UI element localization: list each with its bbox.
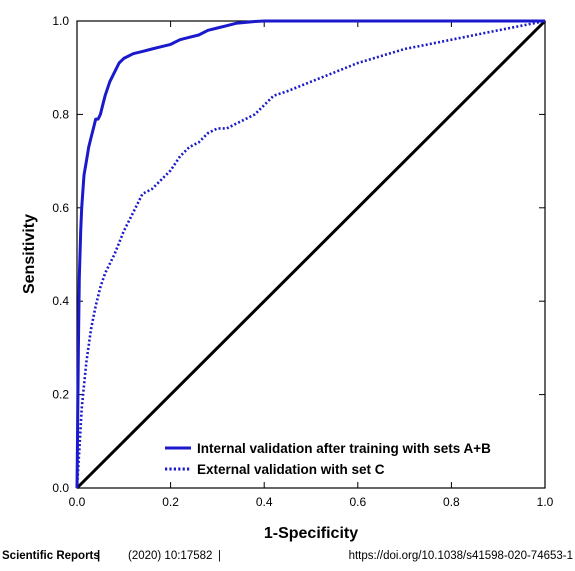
- axis-ticks: 0.0 0.2 0.4 0.6 0.8 1.0 0.0 0.2 0.4 0.6 0.8 1.0: [52, 14, 553, 509]
- y-tick-label: 1.0: [52, 14, 69, 28]
- x-tick-label: 0.8: [443, 495, 460, 509]
- citation: (2020) 10:17582: [128, 550, 213, 562]
- roc-curves: [75, 19, 547, 490]
- y-tick-label: 0.8: [52, 107, 69, 121]
- y-tick-label: 0.0: [52, 481, 69, 495]
- footer-separator-2: |: [218, 550, 221, 562]
- x-tick-label: 0.6: [349, 495, 366, 509]
- y-axis-title: Sensitivity: [21, 214, 38, 294]
- y-tick-label: 0.6: [52, 201, 69, 215]
- footer-separator: |: [97, 550, 101, 562]
- x-axis-title: 1-Specificity: [264, 525, 358, 542]
- x-tick-label: 0.4: [256, 495, 273, 509]
- roc-chart: 0.0 0.2 0.4 0.6 0.8 1.0 0.0 0.2 0.4 0.6 0.8 1.0 Int…: [21, 14, 554, 542]
- legend-external-label: External validation with set C: [197, 462, 385, 477]
- x-tick-label: 0.2: [162, 495, 179, 509]
- page-footer: Scientific Reports | (2020) 10:17582 | h…: [0, 546, 575, 568]
- doi-link[interactable]: https://doi.org/10.1038/s41598-020-74653…: [348, 550, 573, 562]
- reference-diagonal-line: [75, 19, 547, 490]
- internal-validation-curve: [75, 19, 545, 489]
- legend: Internal validation after training with …: [165, 441, 491, 477]
- legend-internal-label: Internal validation after training with …: [197, 441, 491, 456]
- x-tick-label: 1.0: [537, 495, 554, 509]
- y-tick-label: 0.4: [52, 294, 69, 308]
- journal-name: Scientific Reports: [2, 550, 100, 562]
- y-tick-label: 0.2: [52, 388, 69, 402]
- x-tick-label: 0.0: [69, 495, 86, 509]
